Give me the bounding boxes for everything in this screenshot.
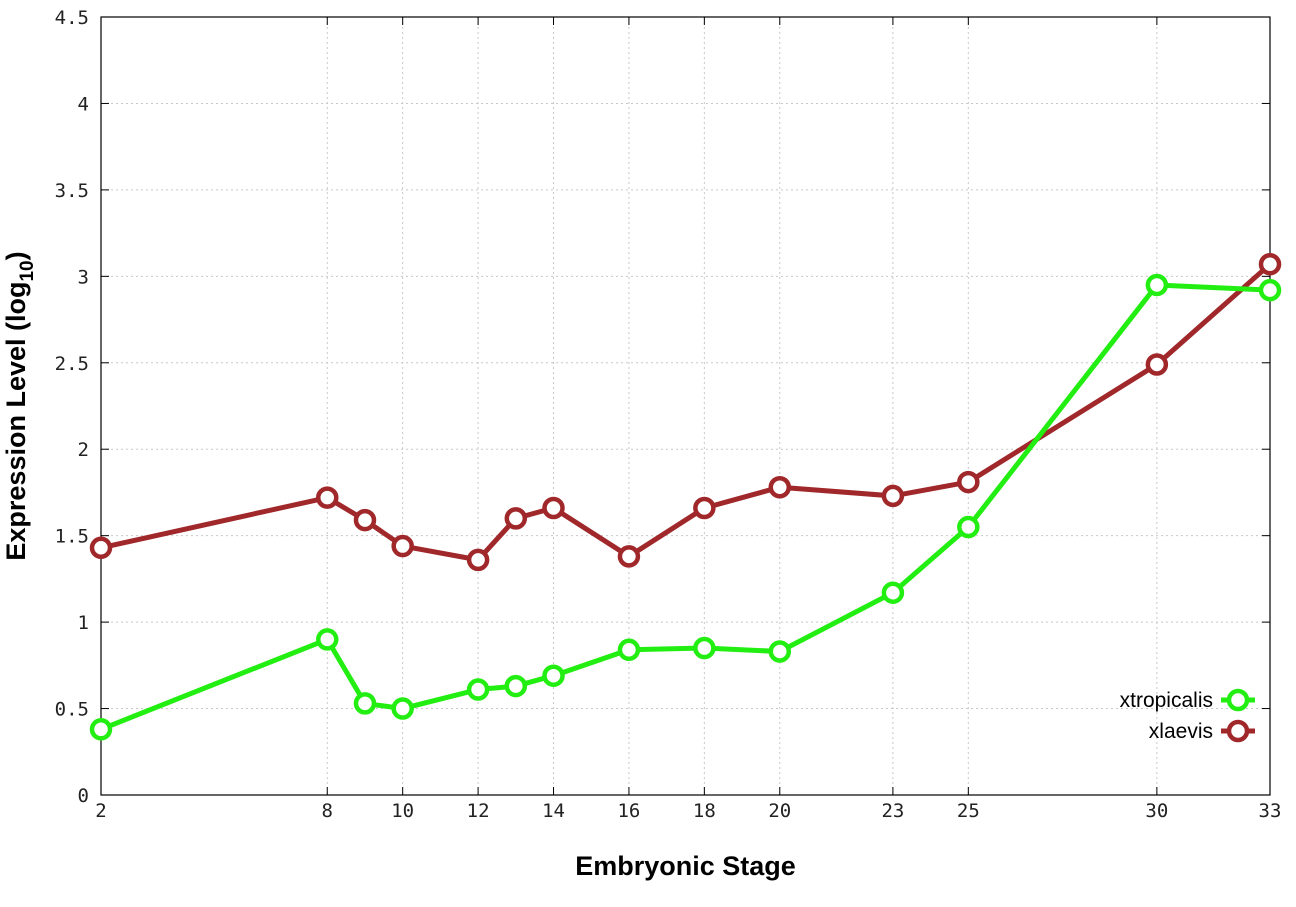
legend-label: xtropicalis xyxy=(1120,689,1213,712)
data-point-xtropicalis xyxy=(1145,273,1169,297)
data-point-xtropicalis xyxy=(391,697,414,720)
data-point-xtropicalis xyxy=(957,515,980,539)
x-tick-label: 8 xyxy=(322,800,333,822)
x-tick-label: 2 xyxy=(95,800,106,822)
series-xtropicalis xyxy=(89,273,1282,741)
legend-label: xlaevis xyxy=(1149,720,1213,743)
y-tick-label: 1 xyxy=(78,612,89,634)
data-point-xtropicalis xyxy=(466,678,490,701)
series-line-xlaevis xyxy=(100,262,1272,563)
series-lines xyxy=(89,252,1282,741)
x-tick-label: 33 xyxy=(1259,800,1282,822)
y-tick-label: 4.5 xyxy=(55,7,89,29)
y-axis-title: Expression Level (log10) xyxy=(1,251,38,560)
x-tick-label: 25 xyxy=(957,800,980,822)
x-tick-label: 10 xyxy=(391,800,414,822)
data-point-xlaevis xyxy=(391,534,414,558)
data-point-xlaevis xyxy=(881,484,905,508)
data-point-xtropicalis xyxy=(542,664,565,687)
x-tick-label: 14 xyxy=(542,800,565,822)
data-point-xlaevis xyxy=(542,496,565,520)
x-tick-label: 12 xyxy=(467,800,490,822)
data-point-xtropicalis xyxy=(89,718,113,741)
x-tick-label: 23 xyxy=(881,800,904,822)
x-tick-label: 30 xyxy=(1145,800,1168,822)
axis-ticks xyxy=(100,16,1271,796)
data-point-xtropicalis xyxy=(316,628,339,651)
data-point-xlaevis xyxy=(89,536,113,560)
data-point-xtropicalis xyxy=(504,674,528,698)
y-axis-title-close: ) xyxy=(1,251,31,260)
y-tick-label: 2 xyxy=(78,439,89,461)
x-tick-label: 20 xyxy=(768,800,791,822)
legend-item-xlaevis: xlaevis xyxy=(1149,719,1255,743)
data-point-xlaevis xyxy=(1145,353,1169,376)
y-tick-label: 3.5 xyxy=(55,180,89,202)
y-tick-label: 3 xyxy=(78,266,89,288)
data-point-xlaevis xyxy=(504,507,528,530)
y-tick-label: 4 xyxy=(78,93,89,115)
legend-marker xyxy=(1226,719,1250,743)
tick-labels: 0 0.5 1 1.5 2 2.5 3 3.5 4 4.5 2 8 10 12 14 16 18 20 23 25 30… xyxy=(55,7,1282,822)
data-point-xlaevis xyxy=(353,508,377,532)
data-point-xtropicalis xyxy=(1258,278,1282,302)
data-point-xtropicalis xyxy=(768,640,792,663)
y-tick-label: 0 xyxy=(78,785,89,807)
y-axis-title-main: Expression Level (log xyxy=(1,282,31,561)
data-point-xtropicalis xyxy=(693,636,716,660)
y-axis-title-subscript: 10 xyxy=(17,260,38,281)
x-axis-title: Embryonic Stage xyxy=(575,851,796,881)
x-tick-label: 16 xyxy=(617,800,640,822)
data-point-xtropicalis xyxy=(617,638,641,662)
plot-frame xyxy=(100,16,1271,796)
legend: xtropicalis xlaevis xyxy=(1120,688,1255,743)
y-tick-label: 0.5 xyxy=(55,699,89,721)
y-tick-label: 2.5 xyxy=(55,353,89,375)
y-tick-label: 1.5 xyxy=(55,526,89,548)
data-point-xlaevis xyxy=(1258,252,1282,276)
legend-marker xyxy=(1226,688,1250,712)
data-point-xlaevis xyxy=(466,548,490,572)
data-point-xlaevis xyxy=(957,470,980,494)
data-point-xlaevis xyxy=(693,496,716,520)
legend-item-xtropicalis: xtropicalis xyxy=(1120,688,1255,712)
data-point-xtropicalis xyxy=(353,692,377,715)
series-xlaevis xyxy=(89,252,1282,572)
data-point-xlaevis xyxy=(617,545,641,568)
data-point-xlaevis xyxy=(316,486,339,509)
data-point-xtropicalis xyxy=(881,581,905,604)
data-point-xlaevis xyxy=(768,476,792,499)
x-tick-label: 18 xyxy=(693,800,716,822)
